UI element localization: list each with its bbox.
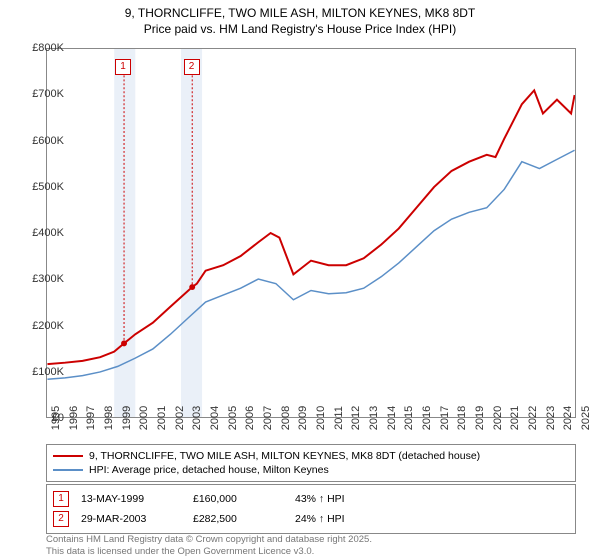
x-tick-label: 2007 — [262, 406, 274, 430]
x-tick-label: 2014 — [386, 406, 398, 430]
x-tick-label: 2008 — [280, 406, 292, 430]
transaction-price: £282,500 — [193, 513, 283, 525]
chart-container: 9, THORNCLIFFE, TWO MILE ASH, MILTON KEY… — [0, 0, 600, 560]
title-line1: 9, THORNCLIFFE, TWO MILE ASH, MILTON KEY… — [0, 6, 600, 22]
legend-item: HPI: Average price, detached house, Milt… — [53, 463, 569, 477]
x-tick-label: 2003 — [191, 406, 203, 430]
transaction-row-marker: 1 — [53, 491, 69, 507]
x-tick-label: 2016 — [421, 406, 433, 430]
transaction-date: 13-MAY-1999 — [81, 493, 181, 505]
x-tick-label: 2017 — [439, 406, 451, 430]
x-tick-label: 2006 — [244, 406, 256, 430]
y-tick-label: £400K — [32, 227, 64, 239]
x-tick-label: 2018 — [456, 406, 468, 430]
legend: 9, THORNCLIFFE, TWO MILE ASH, MILTON KEY… — [46, 444, 576, 482]
x-tick-label: 2015 — [403, 406, 415, 430]
legend-label: 9, THORNCLIFFE, TWO MILE ASH, MILTON KEY… — [89, 450, 480, 462]
x-tick-label: 2009 — [297, 406, 309, 430]
x-tick-label: 2021 — [509, 406, 521, 430]
x-tick-label: 2020 — [492, 406, 504, 430]
x-tick-label: 1996 — [68, 406, 80, 430]
chart-svg — [47, 49, 575, 417]
x-tick-label: 1997 — [85, 406, 97, 430]
transactions-table: 1 13-MAY-1999 £160,000 43% ↑ HPI 2 29-MAR-200… — [46, 484, 576, 534]
transaction-date: 29-MAR-2003 — [81, 513, 181, 525]
title-line2: Price paid vs. HM Land Registry's House … — [0, 22, 600, 38]
y-tick-label: £100K — [32, 366, 64, 378]
x-tick-label: 2013 — [368, 406, 380, 430]
transaction-row: 1 13-MAY-1999 £160,000 43% ↑ HPI — [53, 489, 569, 509]
transaction-price: £160,000 — [193, 493, 283, 505]
y-tick-label: £500K — [32, 181, 64, 193]
x-tick-label: 2012 — [350, 406, 362, 430]
x-tick-label: 2019 — [474, 406, 486, 430]
legend-swatch — [53, 469, 83, 471]
x-tick-label: 2005 — [227, 406, 239, 430]
x-tick-label: 2004 — [209, 406, 221, 430]
x-tick-label: 2011 — [333, 406, 345, 430]
x-tick-label: 2010 — [315, 406, 327, 430]
transaction-delta: 24% ↑ HPI — [295, 513, 345, 525]
footer-attribution: Contains HM Land Registry data © Crown c… — [46, 534, 372, 558]
x-tick-label: 2002 — [174, 406, 186, 430]
x-tick-label: 2000 — [138, 406, 150, 430]
x-tick-label: 2022 — [527, 406, 539, 430]
transaction-marker-label: 2 — [184, 59, 200, 75]
x-tick-label: 2025 — [580, 406, 592, 430]
transaction-marker-label: 1 — [115, 59, 131, 75]
x-tick-label: 1998 — [103, 406, 115, 430]
legend-label: HPI: Average price, detached house, Milt… — [89, 464, 329, 476]
plot-area — [46, 48, 576, 418]
chart-title: 9, THORNCLIFFE, TWO MILE ASH, MILTON KEY… — [0, 0, 600, 37]
y-tick-label: £700K — [32, 88, 64, 100]
x-tick-label: 2023 — [545, 406, 557, 430]
transaction-row-marker: 2 — [53, 511, 69, 527]
highlight-zone — [114, 49, 135, 417]
x-tick-label: 2001 — [156, 406, 168, 430]
highlight-zone — [181, 49, 202, 417]
x-tick-label: 1995 — [50, 406, 62, 430]
y-tick-label: £600K — [32, 135, 64, 147]
footer-line1: Contains HM Land Registry data © Crown c… — [46, 534, 372, 546]
x-tick-label: 2024 — [562, 406, 574, 430]
legend-item: 9, THORNCLIFFE, TWO MILE ASH, MILTON KEY… — [53, 449, 569, 463]
y-tick-label: £300K — [32, 273, 64, 285]
y-tick-label: £200K — [32, 320, 64, 332]
y-tick-label: £800K — [32, 42, 64, 54]
transaction-delta: 43% ↑ HPI — [295, 493, 345, 505]
footer-line2: This data is licensed under the Open Gov… — [46, 546, 372, 558]
transaction-row: 2 29-MAR-2003 £282,500 24% ↑ HPI — [53, 509, 569, 529]
x-tick-label: 1999 — [121, 406, 133, 430]
legend-swatch — [53, 455, 83, 457]
